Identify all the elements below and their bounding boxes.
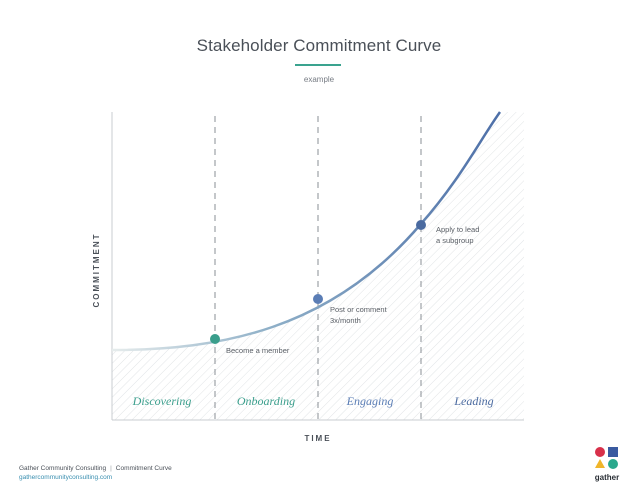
footer-separator: |	[110, 465, 112, 472]
stage-label-leading: Leading	[453, 394, 493, 408]
milestone-dot-member	[210, 334, 220, 344]
milestone-label-member: Become a member	[226, 346, 290, 355]
title-underline	[295, 64, 341, 66]
logo-circle-teal-icon	[608, 459, 618, 469]
page-subtitle: example	[303, 75, 335, 84]
logo-wordmark: gather	[595, 473, 619, 482]
y-axis-title: COMMITMENT	[92, 232, 101, 307]
milestone-dot-lead	[416, 220, 426, 230]
stage-label-discovering: Discovering	[132, 394, 192, 408]
milestone-label-lead: Apply to lead a subgroup	[436, 225, 481, 245]
stage-label-onboarding: Onboarding	[237, 394, 295, 408]
footer-doc-name: Commitment Curve	[115, 465, 172, 472]
milestone-dot-post	[313, 294, 323, 304]
logo-square-blue-icon	[608, 447, 618, 457]
x-axis-title: TIME	[304, 434, 331, 443]
stage-label-engaging: Engaging	[346, 394, 394, 408]
gather-logo: gather	[595, 447, 619, 482]
logo-circle-red-icon	[595, 447, 605, 457]
footer-company: Gather Community Consulting	[19, 465, 107, 472]
commitment-curve	[111, 111, 502, 352]
footer-info: Gather Community Consulting | Commitment C…	[19, 464, 172, 482]
page-title: Stakeholder Commitment Curve	[196, 36, 442, 55]
logo-triangle-yellow-icon	[595, 459, 605, 468]
milestone-label-post: Post or comment 3x/month	[330, 305, 389, 325]
footer-url[interactable]: gathercommunityconsulting.com	[19, 474, 113, 481]
